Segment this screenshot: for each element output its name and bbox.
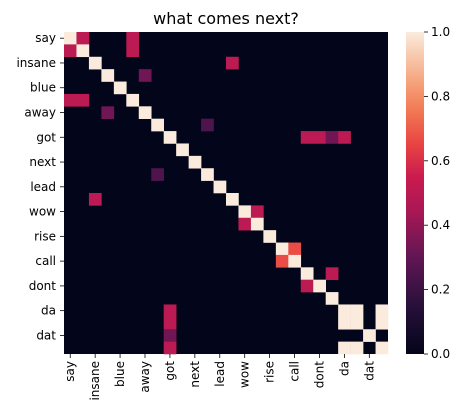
heatmap-cell <box>126 32 140 45</box>
heatmap-cell <box>151 118 164 132</box>
colorbar-tick-label: 0.8 <box>431 89 450 103</box>
y-tick-label: next <box>29 155 56 169</box>
heatmap-cell <box>338 131 351 144</box>
heatmap-cell <box>88 56 102 70</box>
heatmap-cell <box>375 304 389 318</box>
x-axis-ticks: say insane blue away got next lead wow rise call d… <box>63 354 376 401</box>
heatmap-cell <box>163 304 177 318</box>
y-tick-label: wow <box>29 205 56 219</box>
y-tick-label: blue <box>30 81 56 95</box>
heatmap-cell <box>350 341 364 355</box>
y-tick-label: insane <box>16 56 56 70</box>
heatmap-cell <box>325 131 339 144</box>
heatmap-cell <box>363 329 376 342</box>
y-tick-label: away <box>24 106 56 120</box>
heatmap-cell <box>338 304 351 318</box>
colorbar-tick-label: 0.6 <box>431 154 450 168</box>
heatmap-cell <box>288 242 302 256</box>
heatmap-cell <box>188 155 202 169</box>
heatmap-cells <box>64 32 389 355</box>
heatmap-cell <box>263 230 277 243</box>
heatmap-cell <box>250 217 264 231</box>
heatmap-cell <box>213 180 227 194</box>
heatmap-cell <box>101 69 115 82</box>
heatmap-cell <box>338 316 351 330</box>
heatmap-cell <box>288 254 302 268</box>
x-tick-label: got <box>163 361 177 381</box>
y-tick-label: rise <box>34 229 56 243</box>
colorbar-tick-label: 1.0 <box>431 25 450 39</box>
heatmap-cell <box>238 205 252 219</box>
x-tick-label: rise <box>263 361 277 383</box>
y-tick-label: dat <box>36 328 56 342</box>
x-tick-label: away <box>138 361 152 393</box>
heatmap-cell <box>313 279 326 293</box>
heatmap-cell <box>325 292 339 305</box>
x-tick-label: wow <box>238 361 252 388</box>
heatmap-cell <box>201 118 214 132</box>
heatmap-cell <box>64 32 77 45</box>
colorbar-tick-label: 0.2 <box>431 283 450 297</box>
heatmap-cell <box>300 279 314 293</box>
heatmap-cell <box>375 341 389 355</box>
x-tick-label: dat <box>362 361 376 381</box>
colorbar-tick-label: 0.4 <box>431 218 450 232</box>
x-tick-label: say <box>63 361 77 382</box>
heatmap-cell <box>64 44 77 58</box>
heatmap-cell <box>238 217 252 231</box>
y-tick-label: dont <box>29 279 57 293</box>
heatmap-cell <box>138 69 152 82</box>
colorbar-ticks: 0.0 0.2 0.4 0.6 0.8 1.0 <box>424 25 450 361</box>
heatmap-cell <box>163 316 177 330</box>
chart-title: what comes next? <box>153 9 299 28</box>
y-tick-label: say <box>35 31 56 45</box>
heatmap-cell <box>176 143 189 157</box>
heatmap-cell <box>201 168 214 181</box>
heatmap-cell <box>151 168 164 181</box>
heatmap-cell <box>226 193 239 206</box>
heatmap-cell <box>76 93 90 107</box>
colorbar <box>406 32 424 354</box>
heatmap-cell <box>101 106 115 119</box>
heatmap-cell <box>113 81 127 95</box>
x-tick-label: lead <box>213 361 227 387</box>
heatmap-cell <box>375 316 389 330</box>
heatmap-cell <box>275 242 289 256</box>
x-tick-label: next <box>188 361 202 388</box>
y-tick-label: da <box>41 304 56 318</box>
heatmap-cell <box>300 131 314 144</box>
heatmap-cell <box>163 341 177 355</box>
heatmap-cell <box>163 329 177 342</box>
x-tick-label: blue <box>113 361 127 387</box>
heatmap-cell <box>350 316 364 330</box>
heatmap-cell <box>138 106 152 119</box>
y-tick-label: lead <box>30 180 56 194</box>
heatmap-cell <box>275 254 289 268</box>
heatmap-cell <box>88 193 102 206</box>
y-tick-label: call <box>35 254 56 268</box>
heatmap-cell <box>163 131 177 144</box>
x-tick-label: da <box>337 361 351 376</box>
heatmap-cell <box>325 267 339 280</box>
y-axis-ticks: say insane blue away got next lead wow rise call d… <box>16 31 64 342</box>
x-tick-label: insane <box>88 361 102 401</box>
x-tick-label: dont <box>312 361 326 389</box>
heatmap-cell <box>350 304 364 318</box>
heatmap-cell <box>313 131 326 144</box>
heatmap-cell <box>226 56 239 70</box>
x-tick-label: call <box>288 361 302 382</box>
heatmap-cell <box>76 44 90 58</box>
colorbar-tick-label: 0.0 <box>431 347 450 361</box>
heatmap-cell <box>64 93 77 107</box>
heatmap-cell <box>126 93 140 107</box>
heatmap-cell <box>338 341 351 355</box>
y-tick-label: got <box>36 130 56 144</box>
heatmap-cell <box>250 205 264 219</box>
heatmap-cell <box>126 44 140 58</box>
heatmap-cell <box>76 32 90 45</box>
heatmap-cell <box>300 267 314 280</box>
